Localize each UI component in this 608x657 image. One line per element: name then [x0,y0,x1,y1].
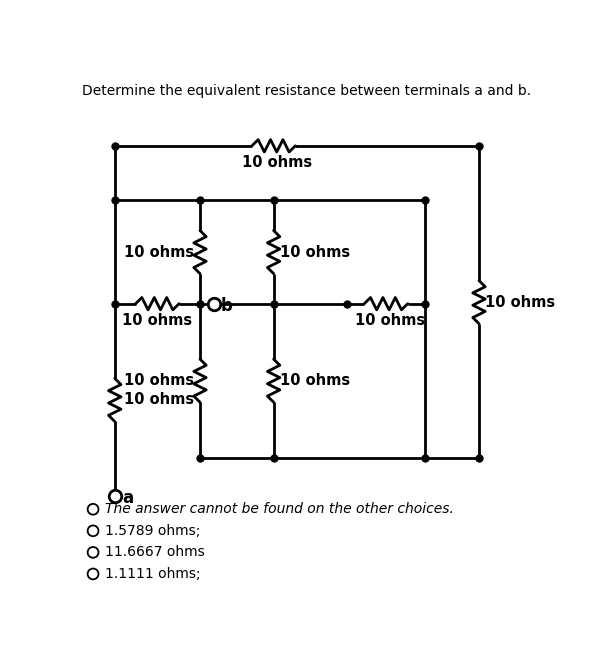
Text: 11.6667 ohms: 11.6667 ohms [105,545,205,559]
Text: Determine the equivalent resistance between terminals a and b.: Determine the equivalent resistance betw… [82,84,531,99]
Text: 10 ohms: 10 ohms [485,294,555,309]
Text: The answer cannot be found on the other choices.: The answer cannot be found on the other … [105,502,454,516]
Text: 1.5789 ohms;: 1.5789 ohms; [105,524,201,538]
Text: 10 ohms: 10 ohms [280,244,350,260]
Circle shape [88,547,98,558]
Text: 10 ohms: 10 ohms [124,392,194,407]
Text: 10 ohms: 10 ohms [123,244,194,260]
Circle shape [88,504,98,514]
Text: 10 ohms: 10 ohms [122,313,193,328]
Text: a: a [122,489,134,507]
Circle shape [88,568,98,579]
Text: 10 ohms: 10 ohms [243,155,313,170]
Text: 10 ohms: 10 ohms [355,313,425,328]
Text: 10 ohms: 10 ohms [123,373,194,388]
Text: b: b [221,297,233,315]
Text: 1.1111 ohms;: 1.1111 ohms; [105,567,201,581]
Text: 10 ohms: 10 ohms [280,373,350,388]
Circle shape [88,526,98,536]
